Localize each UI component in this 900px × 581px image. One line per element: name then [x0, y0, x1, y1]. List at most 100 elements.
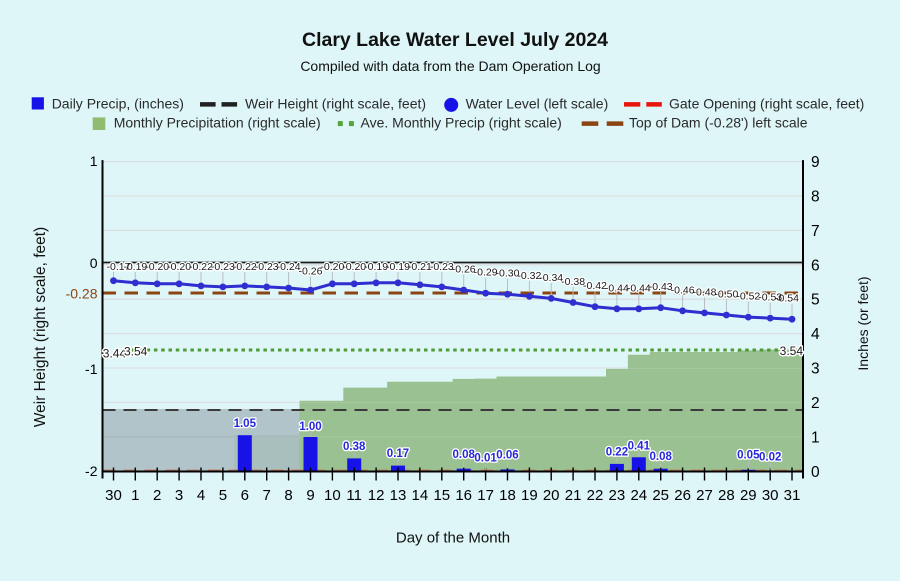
svg-text:8: 8	[284, 487, 292, 504]
svg-text:3.54: 3.54	[124, 345, 148, 359]
svg-text:19: 19	[521, 487, 538, 504]
svg-text:13: 13	[390, 487, 407, 504]
svg-text:5: 5	[811, 292, 820, 309]
svg-text:-0.44: -0.44	[627, 282, 651, 294]
svg-text:Day of the Month: Day of the Month	[396, 530, 510, 547]
svg-text:6: 6	[241, 487, 249, 504]
svg-text:-0.26: -0.26	[452, 264, 476, 276]
svg-text:-0.28: -0.28	[66, 286, 98, 302]
svg-text:3.44: 3.44	[103, 347, 127, 361]
svg-text:Inches (or feet): Inches (or feet)	[855, 276, 871, 370]
svg-text:3: 3	[175, 487, 183, 504]
svg-text:25: 25	[652, 487, 669, 504]
svg-text:14: 14	[412, 487, 429, 504]
svg-text:4: 4	[811, 326, 820, 343]
svg-text:0.22: 0.22	[606, 447, 628, 459]
svg-text:-1: -1	[85, 361, 98, 377]
svg-text:0.01: 0.01	[474, 453, 497, 465]
svg-text:Daily Precip, (inches): Daily Precip, (inches)	[52, 96, 184, 112]
svg-text:-0.42: -0.42	[583, 280, 607, 292]
svg-text:-0.34: -0.34	[539, 272, 563, 284]
svg-text:-0.23: -0.23	[211, 261, 235, 273]
svg-text:Compiled with data from the Da: Compiled with data from the Dam Operatio…	[300, 58, 600, 74]
svg-text:Top of Dam (-0.28') left scale: Top of Dam (-0.28') left scale	[629, 115, 808, 131]
svg-text:Ave. Monthly Precip (right sca: Ave. Monthly Precip (right scale)	[361, 115, 562, 131]
svg-text:27: 27	[696, 487, 713, 504]
svg-text:1: 1	[90, 153, 98, 169]
svg-text:-0.38: -0.38	[561, 276, 585, 288]
svg-text:-0.23: -0.23	[255, 261, 279, 273]
svg-text:-0.46: -0.46	[671, 284, 695, 296]
svg-text:1: 1	[131, 487, 139, 504]
svg-text:15: 15	[433, 487, 450, 504]
svg-text:0.08: 0.08	[453, 449, 476, 461]
svg-text:0: 0	[811, 464, 820, 481]
svg-text:9: 9	[306, 487, 314, 504]
svg-text:0.38: 0.38	[343, 441, 366, 453]
svg-text:6: 6	[811, 257, 820, 274]
svg-text:0.41: 0.41	[628, 441, 651, 453]
svg-text:-0.19: -0.19	[364, 261, 388, 273]
svg-text:2: 2	[811, 395, 820, 412]
svg-text:28: 28	[718, 487, 735, 504]
svg-text:11: 11	[346, 487, 362, 504]
svg-text:-0.48: -0.48	[693, 286, 717, 298]
svg-text:-0.20: -0.20	[342, 261, 366, 273]
svg-text:-0.19: -0.19	[386, 261, 410, 273]
svg-text:7: 7	[811, 223, 820, 240]
svg-text:17: 17	[477, 487, 494, 504]
svg-text:5: 5	[219, 487, 227, 504]
svg-text:-2: -2	[85, 463, 98, 479]
svg-text:-0.43: -0.43	[649, 281, 673, 293]
svg-text:4: 4	[197, 487, 205, 504]
svg-text:-0.23: -0.23	[430, 261, 454, 273]
svg-text:31: 31	[784, 487, 801, 504]
svg-text:1: 1	[811, 429, 820, 446]
svg-text:0.17: 0.17	[387, 448, 409, 460]
svg-text:0.06: 0.06	[496, 450, 518, 462]
svg-text:Clary Lake Water Level July 20: Clary Lake Water Level July 2024	[302, 29, 608, 51]
svg-text:Water Level (left scale): Water Level (left scale)	[466, 96, 609, 112]
svg-text:10: 10	[324, 487, 341, 504]
svg-text:0: 0	[90, 255, 98, 271]
svg-text:Gate Opening (right scale, fee: Gate Opening (right scale, feet)	[669, 96, 864, 112]
svg-text:-0.44: -0.44	[605, 282, 629, 294]
svg-text:16: 16	[455, 487, 472, 504]
svg-text:-0.32: -0.32	[517, 270, 541, 282]
svg-text:-0.54: -0.54	[775, 293, 799, 305]
svg-text:0.08: 0.08	[650, 451, 673, 463]
svg-text:-0.20: -0.20	[320, 261, 344, 273]
svg-text:1.00: 1.00	[299, 421, 321, 433]
svg-text:-0.29: -0.29	[474, 267, 498, 279]
svg-text:-0.20: -0.20	[145, 261, 169, 273]
svg-text:8: 8	[811, 188, 820, 205]
svg-text:-0.50: -0.50	[714, 289, 738, 301]
svg-text:-0.24: -0.24	[277, 261, 301, 273]
svg-text:26: 26	[674, 487, 691, 504]
svg-text:7: 7	[263, 487, 271, 504]
svg-text:20: 20	[543, 487, 560, 504]
svg-text:30: 30	[762, 487, 779, 504]
svg-text:30: 30	[105, 487, 122, 504]
svg-text:29: 29	[740, 487, 757, 504]
svg-text:18: 18	[499, 487, 516, 504]
svg-text:-0.21: -0.21	[408, 261, 432, 273]
svg-text:24: 24	[630, 487, 647, 504]
svg-text:-0.22: -0.22	[189, 261, 213, 273]
svg-text:2: 2	[153, 487, 161, 504]
svg-text:-0.19: -0.19	[123, 261, 147, 273]
svg-text:22: 22	[587, 487, 604, 504]
svg-text:Weir Height (right scale, feet: Weir Height (right scale, feet)	[245, 96, 426, 112]
svg-text:-0.20: -0.20	[167, 261, 191, 273]
svg-text:-0.22: -0.22	[233, 261, 257, 273]
svg-text:-0.30: -0.30	[496, 268, 520, 280]
svg-text:Monthly Precipitation (right s: Monthly Precipitation (right scale)	[114, 115, 321, 131]
svg-text:0.02: 0.02	[759, 452, 781, 464]
svg-text:23: 23	[609, 487, 626, 504]
svg-text:-0.52: -0.52	[736, 291, 760, 303]
svg-text:3: 3	[811, 361, 820, 378]
svg-text:9: 9	[811, 154, 820, 171]
svg-text:Weir Height (right scale, feet: Weir Height (right scale, feet)	[32, 227, 49, 427]
svg-text:12: 12	[368, 487, 385, 504]
svg-text:1.05: 1.05	[234, 418, 257, 430]
